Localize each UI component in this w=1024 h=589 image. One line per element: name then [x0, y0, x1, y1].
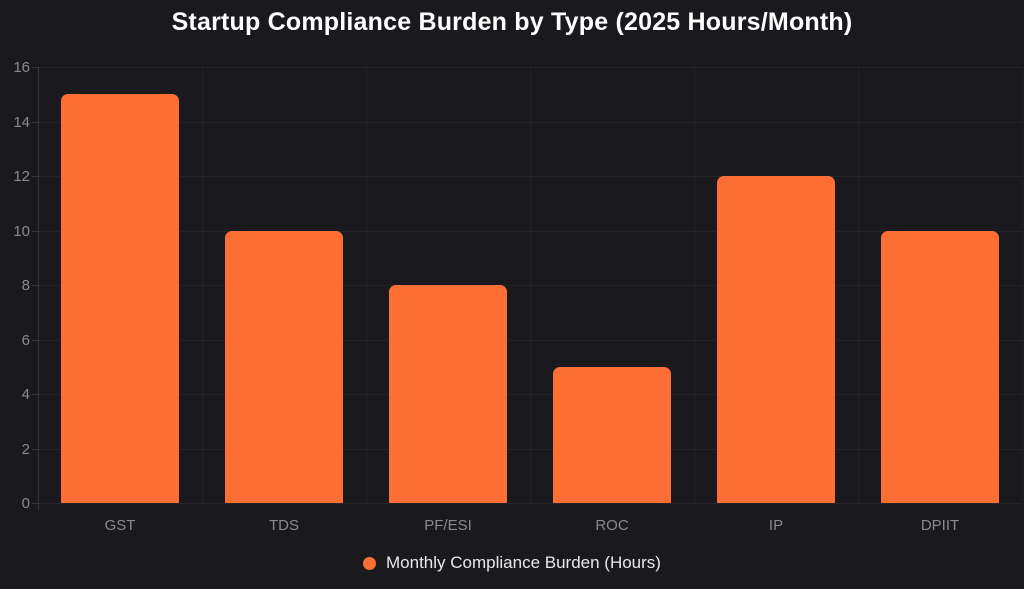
- bar-tds[interactable]: [225, 230, 343, 503]
- y-axis-tick: [32, 67, 38, 68]
- gridline-vertical: [694, 67, 695, 503]
- y-axis-tick: [32, 176, 38, 177]
- gridline-horizontal: [38, 285, 1022, 286]
- y-axis-line: [38, 67, 39, 510]
- legend[interactable]: Monthly Compliance Burden (Hours): [0, 553, 1024, 573]
- gridline-horizontal: [38, 339, 1022, 341]
- bar-pf-esi[interactable]: [389, 285, 507, 503]
- gridline-vertical: [366, 67, 367, 503]
- gridline-horizontal: [38, 121, 1022, 123]
- y-axis-tick-label: 2: [21, 440, 30, 458]
- gridline-horizontal: [38, 230, 1022, 232]
- x-axis-tick-label: ROC: [595, 517, 629, 534]
- y-axis-tick-label: 0: [21, 495, 30, 512]
- y-axis-tick: [32, 121, 38, 123]
- chart-title: Startup Compliance Burden by Type (2025 …: [171, 8, 853, 36]
- x-axis-tick-label: TDS: [269, 517, 299, 534]
- bar-roc[interactable]: [553, 366, 671, 503]
- legend-label: Monthly Compliance Burden (Hours): [386, 553, 661, 572]
- plot-area: [38, 67, 1023, 504]
- bar-dpiit[interactable]: [881, 230, 999, 503]
- legend-dot-icon: [363, 556, 377, 570]
- x-axis-tick-label: PF/ESI: [424, 517, 472, 534]
- y-axis-tick-label: 16: [13, 59, 30, 76]
- gridline-horizontal: [38, 503, 1022, 504]
- x-axis-tick-label: IP: [768, 517, 784, 534]
- x-axis-tick-label: GST: [104, 517, 136, 534]
- y-axis-tick: [32, 448, 38, 450]
- y-axis-tick-label: 12: [13, 168, 30, 185]
- y-axis-tick-label: 8: [21, 277, 30, 294]
- gridline-horizontal: [38, 448, 1022, 450]
- y-axis-tick: [32, 230, 38, 232]
- gridline-vertical: [1022, 67, 1023, 503]
- y-axis-tick: [32, 285, 38, 286]
- y-axis-tick-label: 6: [21, 331, 30, 349]
- bar-ip[interactable]: [717, 176, 835, 503]
- y-axis-tick: [32, 503, 38, 504]
- x-axis-tick-label: DPIIT: [920, 517, 960, 534]
- y-axis-tick-label: 10: [13, 222, 30, 240]
- gridline-horizontal: [38, 394, 1022, 395]
- bar-gst[interactable]: [61, 94, 179, 503]
- gridline-vertical: [530, 67, 531, 503]
- y-axis-tick: [32, 339, 38, 341]
- gridline-horizontal: [38, 176, 1022, 177]
- gridline-vertical: [202, 67, 203, 503]
- gridline-horizontal: [38, 67, 1022, 68]
- gridline-vertical: [858, 67, 859, 503]
- y-axis-tick-label: 14: [13, 113, 30, 131]
- y-axis-tick-label: 4: [21, 386, 30, 403]
- y-axis-tick: [32, 394, 38, 395]
